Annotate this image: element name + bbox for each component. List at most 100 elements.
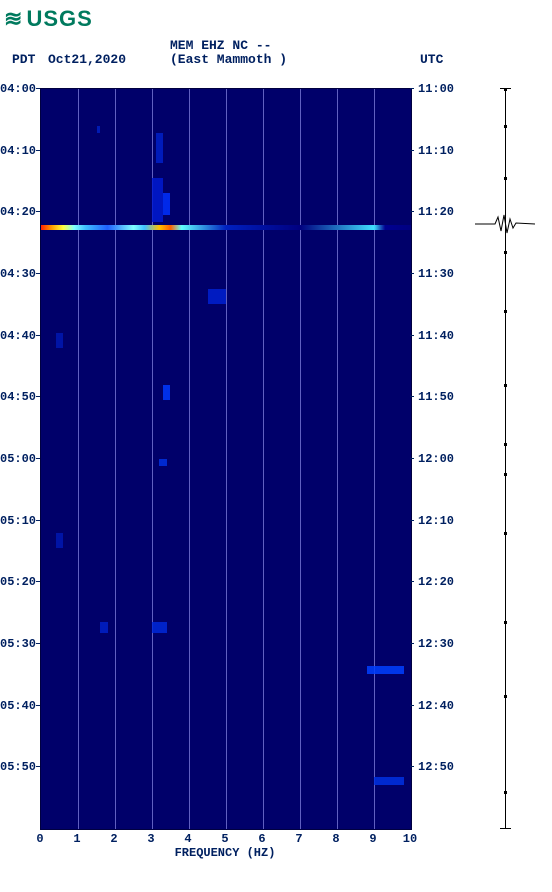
usgs-logo: ≋ USGS	[4, 6, 93, 32]
y-tick-mark-left	[36, 766, 40, 767]
spectral-noise	[156, 133, 163, 163]
y-tick-label-right: 12:50	[418, 760, 454, 774]
page-root: ≋ USGS MEM EHZ NC -- (East Mammoth ) PDT…	[0, 0, 552, 892]
logo-text: USGS	[26, 6, 92, 32]
y-tick-mark-right	[410, 766, 414, 767]
y-tick-label-left: 05:50	[0, 760, 36, 774]
grid-vertical	[78, 89, 79, 829]
y-tick-mark-left	[36, 643, 40, 644]
y-tick-mark-left	[36, 335, 40, 336]
station-code: MEM EHZ NC --	[170, 38, 271, 53]
y-tick-mark-right	[410, 150, 414, 151]
y-tick-label-right: 12:30	[418, 637, 454, 651]
spectral-noise	[374, 777, 404, 784]
strip-tick-dot	[504, 443, 507, 446]
right-timezone-label: UTC	[420, 52, 443, 67]
y-tick-label-left: 05:30	[0, 637, 36, 651]
y-tick-mark-left	[36, 150, 40, 151]
y-tick-mark-right	[410, 458, 414, 459]
y-tick-label-right: 11:40	[418, 329, 454, 343]
y-tick-mark-left	[36, 520, 40, 521]
spectral-noise	[163, 193, 170, 215]
spectral-noise	[56, 533, 63, 548]
y-tick-mark-right	[410, 581, 414, 582]
amplitude-strip	[475, 88, 535, 828]
y-tick-mark-left	[36, 396, 40, 397]
strip-tick-dot	[504, 791, 507, 794]
y-tick-mark-right	[410, 705, 414, 706]
y-tick-label-right: 12:00	[418, 452, 454, 466]
spectrogram-area: 04:0004:1004:2004:3004:4004:5005:0005:10…	[40, 88, 410, 828]
y-tick-label-left: 05:40	[0, 699, 36, 713]
x-tick-label: 6	[258, 832, 265, 846]
y-tick-label-left: 05:20	[0, 575, 36, 589]
x-tick-label: 5	[221, 832, 228, 846]
strip-tick-dot	[504, 177, 507, 180]
spectral-noise	[159, 459, 166, 466]
grid-vertical	[300, 89, 301, 829]
y-tick-label-right: 11:50	[418, 390, 454, 404]
y-tick-label-right: 11:20	[418, 205, 454, 219]
strip-tick-dot	[504, 621, 507, 624]
seismic-event-band	[41, 225, 411, 230]
logo-wave-icon: ≋	[4, 6, 22, 32]
y-tick-label-right: 12:20	[418, 575, 454, 589]
x-axis-title: FREQUENCY (HZ)	[175, 846, 276, 860]
y-tick-mark-right	[410, 273, 414, 274]
y-tick-mark-right	[410, 211, 414, 212]
y-tick-label-right: 12:40	[418, 699, 454, 713]
spectral-noise	[100, 622, 107, 633]
grid-vertical	[115, 89, 116, 829]
strip-tick-dot	[504, 310, 507, 313]
y-tick-label-left: 04:50	[0, 390, 36, 404]
y-tick-mark-right	[410, 520, 414, 521]
station-name: (East Mammoth )	[170, 52, 287, 67]
y-tick-label-right: 11:10	[418, 144, 454, 158]
y-tick-mark-left	[36, 705, 40, 706]
strip-axis-line	[505, 88, 506, 828]
y-tick-mark-left	[36, 273, 40, 274]
spectral-noise	[152, 178, 163, 222]
x-tick-label: 8	[332, 832, 339, 846]
strip-end-tick	[500, 88, 511, 89]
spectral-noise	[56, 333, 63, 348]
y-tick-label-left: 04:30	[0, 267, 36, 281]
spectral-noise	[163, 385, 170, 400]
x-tick-label: 2	[110, 832, 117, 846]
y-tick-label-left: 04:40	[0, 329, 36, 343]
strip-tick-dot	[504, 695, 507, 698]
x-tick-label: 3	[147, 832, 154, 846]
x-tick-label: 4	[184, 832, 191, 846]
spectral-noise	[208, 289, 227, 304]
spectrogram-plot	[40, 88, 412, 830]
seismogram-wiggle-icon	[475, 214, 535, 234]
grid-vertical	[337, 89, 338, 829]
x-tick-label: 9	[369, 832, 376, 846]
y-tick-label-left: 04:10	[0, 144, 36, 158]
y-tick-label-left: 04:00	[0, 82, 36, 96]
y-tick-mark-left	[36, 581, 40, 582]
strip-tick-dot	[504, 125, 507, 128]
y-tick-mark-left	[36, 211, 40, 212]
left-timezone-label: PDT	[12, 52, 35, 67]
strip-tick-dot	[504, 532, 507, 535]
grid-vertical	[263, 89, 264, 829]
y-tick-label-left: 05:10	[0, 514, 36, 528]
grid-vertical	[374, 89, 375, 829]
y-tick-label-right: 11:30	[418, 267, 454, 281]
date-label: Oct21,2020	[48, 52, 126, 67]
strip-end-tick	[500, 828, 511, 829]
y-tick-mark-right	[410, 88, 414, 89]
spectral-noise	[152, 622, 167, 633]
x-tick-label: 7	[295, 832, 302, 846]
y-tick-mark-right	[410, 643, 414, 644]
y-tick-label-right: 12:10	[418, 514, 454, 528]
x-tick-label: 1	[73, 832, 80, 846]
grid-vertical	[189, 89, 190, 829]
y-tick-label-left: 05:00	[0, 452, 36, 466]
y-tick-mark-right	[410, 335, 414, 336]
y-tick-label-left: 04:20	[0, 205, 36, 219]
strip-tick-dot	[504, 384, 507, 387]
spectral-noise	[367, 666, 404, 673]
x-tick-label: 10	[403, 832, 417, 846]
